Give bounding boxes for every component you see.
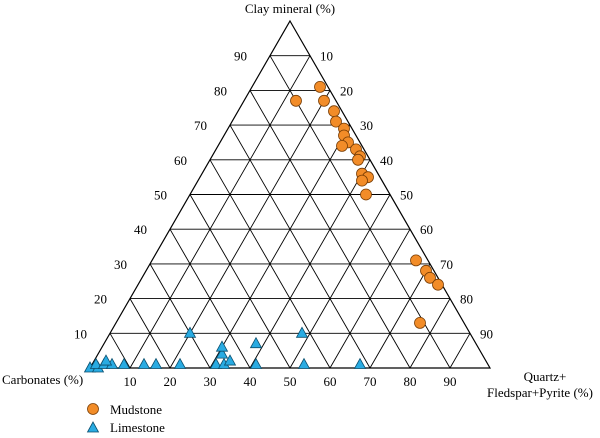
triangle-frame: [88, 19, 492, 369]
tick-label-carbonates: 60: [420, 222, 433, 237]
data-point-mudstone: [410, 254, 422, 267]
data-point-limestone: [137, 357, 151, 369]
tick-label-quartz: 80: [404, 374, 417, 389]
data-point-mudstone: [356, 174, 368, 187]
data-point-limestone: [183, 326, 197, 338]
tick-label-clay: 20: [94, 292, 107, 307]
tick-label-clay: 30: [114, 257, 127, 272]
legend: Mudstone Limestone: [86, 402, 165, 435]
tick-label-clay: 40: [134, 222, 147, 237]
legend-limestone-label: Limestone: [110, 420, 165, 435]
data-point-mudstone: [318, 94, 330, 107]
tick-label-clay: 50: [154, 188, 167, 203]
tick-label-quartz: 30: [204, 374, 217, 389]
tick-label-clay: 10: [74, 326, 87, 341]
tick-label-carbonates: 80: [460, 292, 473, 307]
data-point-limestone: [215, 340, 229, 352]
data-point-mudstone: [328, 105, 340, 118]
tick-label-carbonates: 40: [380, 153, 393, 168]
grid-line-quartz-60: [329, 228, 411, 369]
tick-label-clay: 60: [174, 153, 187, 168]
tick-label-clay: 80: [214, 83, 227, 98]
data-point-mudstone: [414, 316, 426, 329]
data-point-limestone: [89, 357, 103, 369]
tick-labels: 10 20 30 40 50 60 70 80 90 10 20 30 40 50 60 70 80 90 10 20…: [74, 49, 493, 389]
tick-label-quartz: 10: [124, 374, 137, 389]
data-point-limestone: [117, 357, 131, 369]
grid-lines: [109, 55, 471, 369]
data-point-mudstone: [336, 139, 348, 152]
axis-label-carbonates: Carbonates (%): [2, 372, 83, 387]
axis-labels: Clay mineral (%) Carbonates (%) Quartz+ …: [2, 1, 593, 400]
data-point-mudstone: [290, 94, 302, 107]
grid-line-carbonates-90: [109, 333, 131, 369]
tick-label-quartz: 50: [284, 374, 297, 389]
grid-line-carbonates-60: [169, 228, 251, 369]
data-point-limestone: [295, 326, 309, 338]
legend-mudstone-marker: [87, 403, 99, 415]
axis-label-quartz-line2: Fledspar+Pyrite (%): [487, 385, 593, 400]
tick-label-carbonates: 70: [440, 257, 453, 272]
tick-label-carbonates: 90: [480, 326, 493, 341]
grid-line-quartz-50: [289, 194, 391, 369]
data-point-limestone: [149, 357, 163, 369]
grid-line-carbonates-30: [229, 124, 371, 369]
tick-label-carbonates: 30: [360, 118, 373, 133]
series-mudstone: [290, 81, 444, 329]
axis-label-quartz-line1: Quartz+: [524, 369, 567, 384]
tick-label-quartz: 90: [444, 374, 457, 389]
tick-label-clay: 70: [194, 118, 207, 133]
data-point-mudstone: [330, 115, 342, 128]
grid-line-carbonates-80: [129, 298, 171, 369]
tick-label-quartz: 40: [244, 374, 257, 389]
tick-label-carbonates: 50: [400, 188, 413, 203]
grid-line-carbonates-50: [189, 194, 291, 369]
tick-label-carbonates: 20: [340, 83, 353, 98]
data-point-limestone: [209, 357, 223, 369]
legend-mudstone-label: Mudstone: [110, 402, 162, 417]
data-point-limestone: [353, 357, 367, 369]
data-point-mudstone: [314, 81, 326, 93]
data-point-mudstone: [424, 271, 436, 284]
data-point-limestone: [99, 354, 113, 366]
grid-line-carbonates-70: [149, 263, 211, 369]
legend-limestone-marker: [86, 421, 100, 433]
tick-label-quartz: 60: [324, 374, 337, 389]
data-point-limestone: [215, 347, 229, 359]
grid-line-quartz-30: [209, 124, 351, 369]
tick-label-carbonates: 10: [320, 49, 333, 64]
series-limestone: [83, 326, 367, 373]
data-point-limestone: [223, 354, 237, 366]
tick-label-clay: 90: [234, 49, 247, 64]
data-point-limestone: [249, 336, 263, 349]
data-point-mudstone: [352, 153, 364, 166]
tick-label-quartz: 20: [164, 374, 177, 389]
data-point-limestone: [249, 357, 263, 369]
data-point-limestone: [173, 357, 187, 369]
grid-line-quartz-10: [129, 55, 311, 369]
tick-label-quartz: 70: [364, 374, 377, 389]
grid-line-quartz-80: [409, 298, 451, 369]
axis-label-clay: Clay mineral (%): [245, 1, 335, 16]
data-points: [83, 81, 444, 373]
data-point-limestone: [297, 357, 311, 369]
data-point-mudstone: [432, 278, 444, 291]
data-point-mudstone: [360, 188, 372, 201]
grid-line-carbonates-10: [269, 55, 451, 369]
grid-line-quartz-90: [449, 333, 471, 369]
grid-line-quartz-70: [369, 263, 431, 369]
